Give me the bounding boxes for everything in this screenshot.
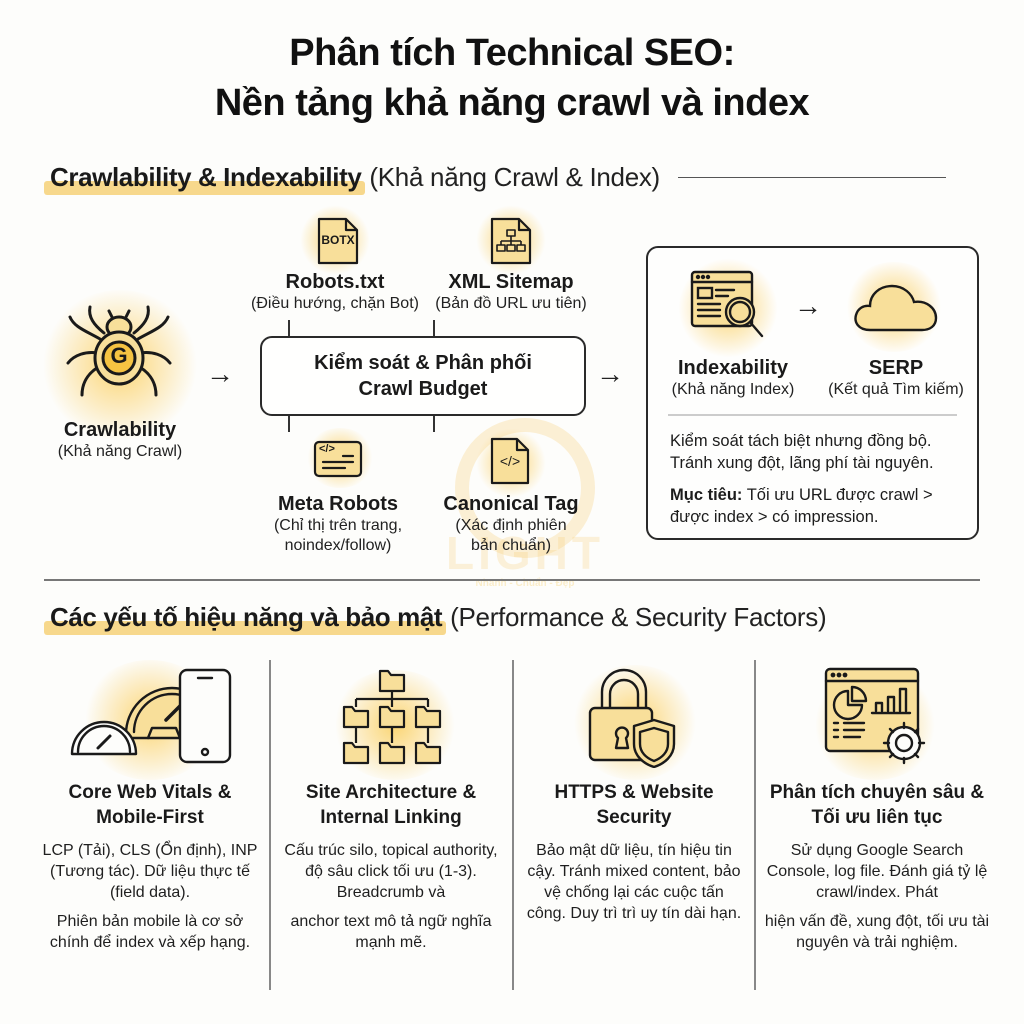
title-line-2: Nền tảng khả năng crawl và index: [214, 82, 810, 124]
factor-paragraph-2: hiện vấn đề, xung đột, tối ưu tài nguyên…: [764, 913, 990, 951]
robots-file-icon: BOTX: [316, 216, 360, 266]
serp-node: SERP (Kết quả Tìm kiếm): [816, 356, 976, 400]
sitemap-name: XML Sitemap: [448, 271, 574, 293]
sitemap-sub: (Bản đồ URL ưu tiên): [435, 295, 587, 312]
factor-deep-analysis: Phân tích chuyên sâu & Tối ưu liên tục S…: [764, 780, 990, 953]
crawlability-node: Crawlability (Khả năng Crawl): [40, 418, 200, 462]
section-divider: [44, 579, 980, 581]
factor-https-security: HTTPS & Website Security Bảo mật dữ liệu…: [524, 780, 744, 932]
crawl-budget-line-2: Crawl Budget: [358, 378, 488, 400]
section-heading-bold: Các yếu tố hiệu năng và bảo mật: [43, 602, 447, 635]
serp-sub: (Kết quả Tìm kiếm): [828, 381, 964, 398]
factor-paragraph-1: Sử dụng Google Search Console, log file.…: [766, 842, 988, 901]
serp-name: SERP: [868, 357, 924, 379]
robots-node: Robots.txt (Điều hướng, chặn Bot): [240, 270, 430, 314]
robots-icon-text: BOTX: [321, 233, 355, 247]
factor-site-architecture: Site Architecture & Internal Linking Cấu…: [282, 780, 500, 953]
factor-paragraph-2: Phiên bản mobile là cơ sở chính để index…: [49, 913, 251, 951]
meta-robots-node: Meta Robots (Chỉ thị trên trang, noindex…: [240, 492, 436, 556]
factor-title: Site Architecture & Internal Linking: [305, 782, 477, 828]
folder-tree-icon: [342, 667, 442, 767]
factor-title: Phân tích chuyên sâu & Tối ưu liên tục: [769, 782, 985, 828]
sitemap-file-icon: [489, 216, 533, 266]
title-line-1: Phân tích Technical SEO:: [281, 28, 743, 78]
factor-paragraph-2: anchor text mô tả ngữ nghĩa mạnh mẽ.: [290, 913, 492, 951]
section-heading-light: (Performance & Security Factors): [450, 602, 827, 632]
indexability-sub: (Khả năng Index): [671, 381, 795, 398]
canonical-node: Canonical Tag (Xác định phiên bản chuẩn): [426, 492, 596, 556]
column-separator: [754, 660, 756, 990]
box-divider: [668, 414, 957, 416]
cloud-icon: [852, 282, 940, 334]
lock-shield-icon: [588, 668, 680, 768]
robots-name: Robots.txt: [285, 271, 385, 293]
connector-line: [288, 416, 290, 432]
meta-robots-sub-2: noindex/follow): [284, 537, 392, 554]
connector-line: [433, 416, 435, 432]
canonical-sub-1: (Xác định phiên: [455, 517, 567, 534]
connector-line: [433, 320, 435, 336]
indexability-name: Indexability: [677, 357, 789, 379]
robots-sub: (Điều hướng, chặn Bot): [251, 295, 419, 312]
arrow-right-icon: →: [794, 290, 822, 321]
factor-title: Core Web Vitals & Mobile-First: [68, 782, 232, 828]
factor-paragraph-1: Bảo mật dữ liệu, tín hiệu tin cậy. Tránh…: [526, 842, 742, 922]
code-window-icon: </>: [313, 440, 363, 478]
meta-robots-sub-1: (Chỉ thị trên trang,: [273, 517, 403, 534]
goal-label: Mục tiêu:: [670, 486, 743, 504]
crawlability-sub: (Khả năng Crawl): [57, 443, 183, 460]
factor-paragraph-1: Cấu trúc silo, topical authority, độ sâu…: [284, 842, 498, 901]
factor-core-web-vitals: Core Web Vitals & Mobile-First LCP (Tải)…: [40, 780, 260, 953]
indexability-node: Indexability (Khả năng Index): [658, 356, 808, 400]
goal-text: Tối ưu URL được crawl > được index > có …: [670, 486, 933, 526]
code-file-icon: </>: [489, 436, 531, 486]
box-goal: Mục tiêu: Tối ưu URL được crawl > được i…: [670, 484, 970, 528]
section-heading-bold: Crawlability & Indexability: [43, 162, 366, 195]
factor-paragraph-1: LCP (Tải), CLS (Ổn định), INP (Tương tác…: [42, 842, 258, 901]
canonical-sub-2: bản chuẩn): [470, 537, 552, 554]
column-separator: [512, 660, 514, 990]
sitemap-node: XML Sitemap (Bản đồ URL ưu tiên): [426, 270, 596, 314]
section-heading-crawl-index: Crawlability & Indexability (Khả năng Cr…: [43, 162, 946, 195]
column-separator: [269, 660, 271, 990]
spider-icon: G: [64, 303, 174, 403]
crawl-budget-box: Kiểm soát & Phân phối Crawl Budget: [260, 336, 586, 416]
factor-title: HTTPS & Website Security: [554, 782, 714, 828]
section-heading-rule: [677, 176, 946, 179]
meta-icon-text: </>: [319, 443, 335, 455]
canonical-icon-text: </>: [499, 453, 521, 469]
crawlability-name: Crawlability: [63, 419, 177, 441]
meta-robots-name: Meta Robots: [278, 493, 398, 515]
section-heading-light: (Khả năng Crawl & Index): [369, 162, 660, 192]
box-description: Kiểm soát tách biệt nhưng đồng bộ. Tránh…: [670, 432, 934, 472]
index-search-icon: [690, 270, 776, 348]
connector-line: [288, 320, 290, 336]
indexability-box: → Indexability (Khả năng Index) SERP (Kế…: [646, 246, 979, 540]
page-title: Phân tích Technical SEO: Nền tảng khả nă…: [0, 28, 1024, 128]
speedometer-mobile-icon: [68, 666, 238, 766]
arrow-right-icon: →: [206, 358, 234, 389]
section-heading-performance: Các yếu tố hiệu năng và bảo mật (Perform…: [43, 602, 827, 635]
arrow-right-icon: →: [596, 358, 624, 389]
canonical-name: Canonical Tag: [443, 493, 579, 515]
crawl-budget-line-1: Kiểm soát & Phân phối: [314, 352, 532, 374]
spider-g-letter: G: [110, 343, 128, 368]
analytics-gear-icon: [824, 667, 928, 767]
